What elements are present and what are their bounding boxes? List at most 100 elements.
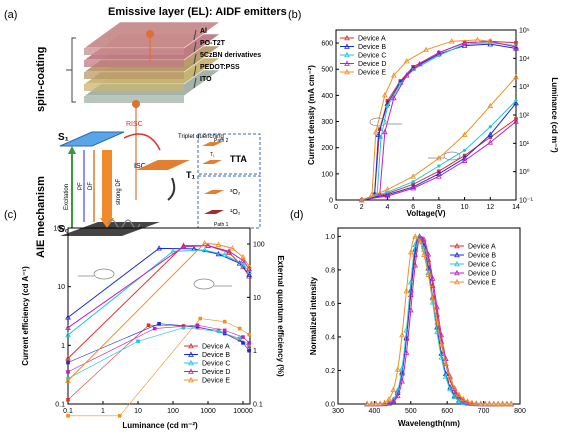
legend-marker-D [188,368,194,374]
legend-marker-C [344,51,350,58]
t1-small-label: T₁ [210,152,215,158]
d-ytick-label: 0.0 [325,402,335,409]
s1-label: S₁ [58,132,69,143]
o2-triplet-label: ³O₂ [230,189,241,196]
d-spectrum-point-E [447,374,453,380]
b-ytick-label: 400 [321,93,333,100]
c-ce-point-C [201,246,208,253]
pf-label: PF [78,182,84,190]
b-axis-arrows [369,117,461,161]
c-ce-point-B [65,314,71,320]
d-spectrum-point-E [364,400,370,407]
b-xtick-label: 14 [512,204,520,211]
b-point-E [448,38,455,44]
d-spectrum-point-E [394,366,401,372]
c-axis-arrows [78,268,232,290]
isc-label: ISC [134,163,146,170]
b-ytick-label: 500 [321,67,333,74]
c-eqe-point-E [222,319,227,324]
excitation-label: Excitation [64,184,70,210]
c-ce-point-C [65,331,71,338]
c-eqe-point-B [66,360,70,365]
d-xtick-label: 700 [478,408,490,415]
b-point-B [461,155,468,161]
b-point-D [487,139,494,145]
c-eqe-point-B [241,341,245,345]
legend-marker-B [344,43,350,49]
b-point-E [403,58,410,64]
emitter-dot [146,30,154,38]
b-xtick-label: 0 [334,204,338,211]
b-point-E [410,173,417,179]
b-point-A [411,65,415,69]
t1-label: T₁ [186,170,195,180]
panel-a-schematic: (a) Emissive layer (EL): AIDF emitters s… [4,6,287,258]
c-ce-line-C [67,249,250,336]
side-label-aie: AIE mechanism [35,176,47,258]
c-ytick-label: 100 [53,226,65,233]
d-spectrum-point-D [386,400,392,406]
df-label: DF [88,182,94,190]
d-spectrum-point-C [438,354,445,360]
d-spectrum-point-C [399,365,405,371]
c-eqe-point-A [66,397,70,402]
d-spectrum-point-E [495,400,502,407]
c-ce-point-E [65,377,71,383]
d-spectrum-point-C [434,328,440,335]
legend-entry-B: Device B [202,352,230,359]
b-xlabel: Voltage(V) [407,209,446,218]
b-point-B [435,170,442,177]
panel-b-jvl-chart: (b) 0 2 4 6 8 10 12 14 0 100 200 300 400 500 600 10⁻¹ 10… [288,9,559,218]
c-ce-point-A [180,242,187,248]
d-spectrum-point-E [372,400,379,407]
legend-entry-A: Device A [468,244,496,251]
c-ce-point-A [246,273,253,279]
vibration-wave [107,219,141,229]
s0-label: S₀ [58,224,69,235]
c-eqe-point-C [136,339,140,344]
path-1-box [197,175,261,229]
d-ticks: 300 400 500 600 700 800 0.0 0.2 0.4 0.6 0.8 1.0 [325,234,526,415]
c-eqe-point-D [195,323,200,328]
b-ytick-label: 600 [321,41,333,48]
b-point-E [487,102,494,109]
c-xlabel: Luminance (cd m⁻²) [122,421,198,430]
d-spectrum-point-E [403,287,410,294]
b-luminance-line-E [371,39,491,195]
panel-c-efficiency-chart: (c) 0.1 1 10 100 1000 100000.11101000.1110100… [4,209,285,430]
b-xtick-label: 10 [461,204,469,211]
d-spectrum-point-E [407,248,414,255]
c-xtick-label: 1000 [200,408,216,415]
d-spectrum-point-D [399,378,405,384]
aie-mechanism-diagram: S₁ S₀ Excitation PF DF strong DF RISC IS… [58,121,224,236]
legend-marker-D [344,60,350,66]
d-spectrum-point-D [390,398,397,404]
b-point-D [435,49,442,55]
legend-entry-E: Device E [358,70,386,77]
layer-leader [193,65,197,77]
d-spectrum-point-E [412,233,419,239]
d-spectrum-point-E [469,399,475,405]
c-eqe-point-D [222,328,227,333]
b-point-B [487,131,494,137]
layer-side [84,84,184,91]
b-point-E [461,131,468,137]
d-spectrum-point-D [412,262,419,268]
layer-side [84,72,184,79]
c-eqe-point-D [241,335,245,339]
b-xtick-label: 6 [411,204,415,211]
d-spectrum-point-C [394,387,401,393]
b-point-C [385,104,390,109]
b-point-C [411,180,415,184]
c-xtick-label: 10000 [233,408,253,415]
c-ce-point-B [246,271,253,277]
d-legend: Device A Device B Device C Device D Device E [450,242,496,287]
d-ytick-label: 0.2 [325,368,335,375]
b-point-D [376,191,383,197]
c-eqe-point-E [117,414,122,418]
d-spectrum-point-E [508,400,515,407]
panel-a-label: (a) [4,9,17,21]
b-point-C [514,99,518,103]
panel-a-title: Emissive layer (EL): AIDF emitters [108,6,287,18]
